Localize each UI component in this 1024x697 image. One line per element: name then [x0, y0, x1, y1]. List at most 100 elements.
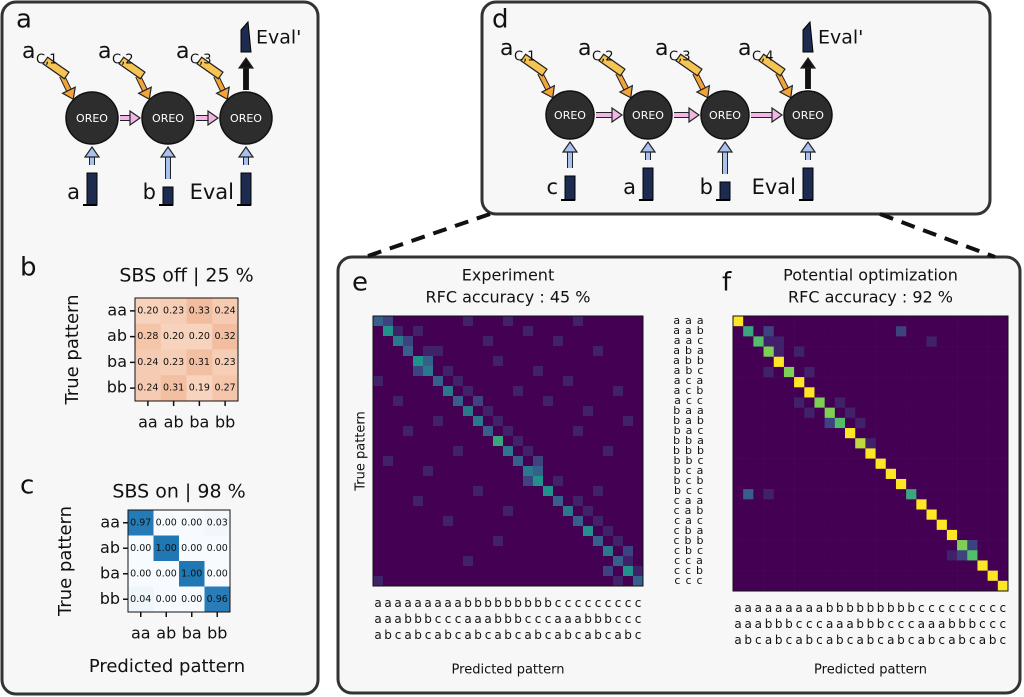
matrix-cell — [613, 536, 624, 547]
matrix-cell — [433, 526, 444, 537]
matrix-cell — [987, 326, 999, 337]
x-tick-label: ccc — [631, 596, 645, 644]
cell-label: 0.00 — [156, 568, 177, 579]
matrix-cell — [403, 346, 414, 357]
matrix-cell — [553, 516, 564, 527]
matrix-cell — [603, 526, 614, 537]
matrix-cell — [153, 510, 180, 536]
matrix-cell — [733, 407, 744, 419]
matrix-cell — [503, 456, 514, 467]
matrix-cell — [957, 438, 968, 449]
matrix-cell — [845, 540, 856, 551]
matrix-cell — [623, 456, 634, 467]
matrix-cell — [543, 506, 554, 517]
matrix-cell — [483, 536, 494, 547]
matrix-cell — [743, 407, 754, 419]
matrix-cell — [977, 428, 988, 439]
matrix-cell — [834, 550, 846, 561]
matrix-cell — [473, 466, 484, 477]
matrix-cell — [633, 496, 644, 507]
matrix-cell — [443, 376, 454, 387]
matrix-cell — [804, 316, 815, 327]
matrix-cell — [916, 407, 927, 419]
matrix-cell — [563, 436, 574, 447]
matrix-cell — [153, 586, 180, 613]
matrix-cell — [503, 576, 514, 587]
matrix-cell — [423, 346, 434, 357]
matrix-cell — [613, 366, 624, 377]
matrix-cell — [493, 516, 504, 527]
matrix-cell — [783, 499, 795, 510]
arrow-head — [688, 106, 701, 124]
matrix-cell — [845, 499, 856, 510]
matrix-cell — [987, 336, 999, 347]
matrix-cell — [794, 540, 805, 551]
matrix-cell — [513, 406, 524, 417]
matrix-cell — [855, 509, 866, 521]
matrix-cell — [623, 576, 634, 587]
matrix-cell — [804, 417, 815, 429]
matrix-cell — [936, 489, 948, 500]
matrix-cell — [763, 336, 775, 347]
arrow-head — [237, 145, 255, 158]
matrix-cell — [633, 336, 644, 347]
matrix-cell — [383, 536, 394, 547]
matrix-cell — [583, 316, 594, 327]
row-label: acb — [674, 384, 709, 397]
matrix-cell — [906, 316, 917, 327]
matrix-cell — [824, 499, 836, 510]
matrix-cell — [573, 576, 584, 587]
matrix-cell — [906, 438, 917, 449]
matrix-cell — [603, 546, 614, 557]
matrix-cell — [783, 458, 795, 470]
matrix-cell — [433, 466, 444, 477]
matrix-cell — [623, 556, 634, 567]
matrix-cell — [403, 566, 414, 577]
matrix-cell — [633, 486, 644, 497]
matrix-cell — [733, 580, 744, 592]
matrix-cell — [753, 438, 764, 449]
matrix-cell — [773, 417, 785, 429]
matrix-cell — [443, 476, 454, 487]
matrix-cell — [393, 376, 404, 387]
matrix-cell — [463, 416, 474, 427]
matrix-cell — [753, 448, 764, 459]
oreo-node — [141, 91, 195, 145]
matrix-cell — [423, 556, 434, 567]
matrix-cell — [483, 386, 494, 397]
output-shape — [802, 20, 814, 53]
matrix-cell — [804, 346, 815, 358]
matrix-cell — [977, 529, 988, 541]
matrix-cell — [403, 476, 414, 487]
x-tick-label: bbb — [863, 601, 878, 649]
matrix-cell — [743, 316, 754, 327]
matrix-cell — [453, 316, 464, 327]
row-label: bbc — [673, 454, 708, 467]
matrix-cell — [563, 426, 574, 437]
matrix-cell — [523, 386, 534, 397]
matrix-cell — [553, 526, 564, 537]
matrix-cell — [523, 436, 534, 447]
matrix-cell — [743, 509, 754, 521]
matrix-cell — [855, 366, 866, 378]
matrix-cell — [383, 436, 394, 447]
matrix-cell — [926, 366, 938, 378]
matrix-cell — [997, 570, 1009, 582]
matrix-cell — [834, 417, 846, 429]
matrix-cell — [583, 566, 594, 577]
matrix-cell — [603, 506, 614, 517]
matrix-cell — [463, 536, 474, 547]
matrix-cell — [593, 516, 604, 527]
matrix-cell — [533, 526, 544, 537]
matrix-cell — [493, 496, 504, 507]
matrix-cell — [373, 546, 384, 557]
matrix-cell — [383, 326, 394, 337]
matrix-cell — [403, 316, 414, 327]
matrix-cell — [633, 506, 644, 517]
matrix-cell — [763, 468, 775, 480]
matrix-cell — [583, 556, 594, 567]
matrix-cell — [794, 550, 805, 561]
matrix-cell — [613, 486, 624, 497]
matrix-cell — [733, 509, 744, 521]
matrix-cell — [875, 387, 887, 398]
